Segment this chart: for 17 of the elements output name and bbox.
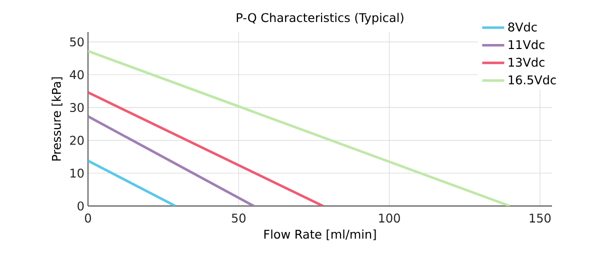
y-tick-label: 20	[70, 136, 84, 145]
legend-label: 11Vdc	[508, 40, 544, 50]
x-tick-label: 100	[379, 214, 400, 223]
legend-label: 13Vdc	[508, 58, 544, 67]
y-axis-title: Pressure [kPa]	[52, 77, 62, 161]
legend-label: 8Vdc	[508, 22, 537, 32]
x-axis-title: Flow Rate [ml/min]	[264, 229, 376, 240]
x-tick-label: 50	[232, 214, 246, 223]
legend-label: 16.5Vdc	[508, 75, 556, 84]
y-tick-label: 30	[70, 102, 84, 112]
y-tick-label: 0	[78, 201, 84, 211]
y-tick-label: 10	[70, 168, 84, 178]
y-tick-label: 50	[70, 37, 84, 46]
y-tick-label: 40	[70, 70, 84, 80]
chart-title: P-Q Characteristics (Typical)	[236, 12, 404, 24]
x-tick-label: 150	[530, 214, 551, 223]
x-tick-label: 0	[84, 214, 92, 223]
